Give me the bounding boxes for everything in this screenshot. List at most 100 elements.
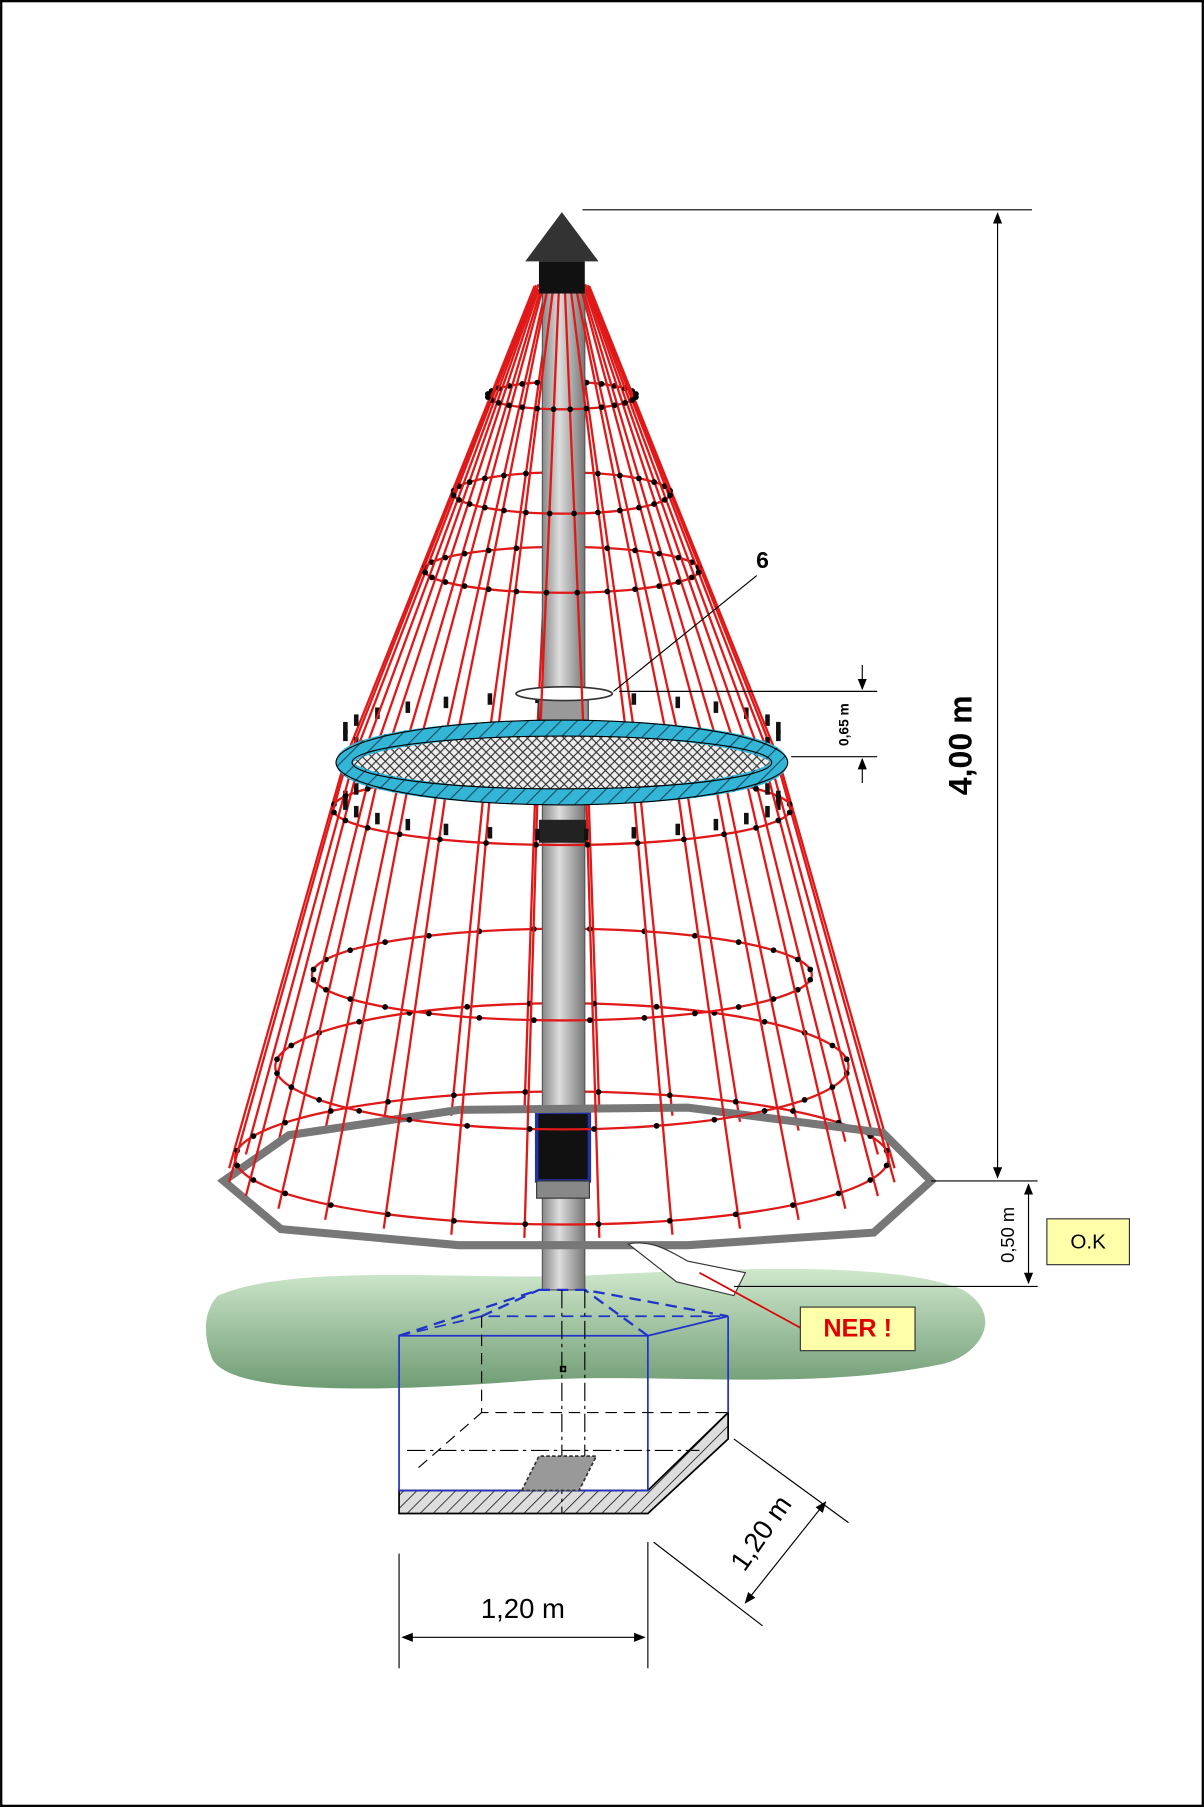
net-knot xyxy=(676,579,682,585)
net-knot xyxy=(574,590,580,596)
diagram: 6 0,65 m 4,00 m 0,50 m O.K NER ! 1,20 m … xyxy=(0,0,1204,1807)
net-knot xyxy=(476,1015,482,1021)
net-knot xyxy=(482,476,488,482)
net-knot xyxy=(584,406,590,412)
net-knot xyxy=(533,842,539,848)
net-knot xyxy=(456,497,462,503)
top-ring xyxy=(516,687,612,701)
net-knot xyxy=(595,471,601,477)
net-knot xyxy=(251,1177,257,1183)
net-rope xyxy=(408,283,543,738)
pole-clamp xyxy=(539,699,588,720)
net-knot xyxy=(501,473,507,479)
net-knot xyxy=(347,947,353,953)
net-knot xyxy=(733,1099,739,1105)
net-knot xyxy=(667,1092,673,1098)
frame xyxy=(1,1,1203,1806)
net-knot xyxy=(323,987,329,993)
net-knot xyxy=(733,1211,739,1217)
apex-cone xyxy=(525,212,598,261)
net-knot xyxy=(676,555,682,561)
net-knot xyxy=(311,977,317,983)
net-knot xyxy=(692,1011,698,1017)
net-knot xyxy=(347,996,353,1002)
net-knot xyxy=(328,1108,334,1114)
net-knot xyxy=(771,947,777,953)
net-knot xyxy=(506,402,512,408)
ok-label: O.K xyxy=(1070,1230,1106,1253)
net-knot xyxy=(519,381,525,387)
net-knot xyxy=(656,583,662,589)
net-knot xyxy=(382,939,388,945)
net-knot xyxy=(343,818,349,824)
apex-cap xyxy=(539,261,585,293)
net-knot xyxy=(867,1177,873,1183)
pole-clamp xyxy=(539,820,588,843)
net-knot xyxy=(365,825,371,831)
net-knot xyxy=(451,1218,457,1224)
net-knot xyxy=(451,492,457,498)
net-knot xyxy=(753,825,759,831)
net-knot xyxy=(636,505,642,511)
net-knot xyxy=(802,1097,808,1103)
net-rope xyxy=(446,291,547,792)
net-knot xyxy=(712,1117,718,1123)
net-knot xyxy=(662,497,668,503)
pole-base-clamp xyxy=(537,1112,590,1181)
net-knot xyxy=(762,1108,768,1114)
net-knot xyxy=(522,1221,528,1227)
net-knot xyxy=(519,404,525,410)
net-knot xyxy=(635,840,641,846)
net-rope xyxy=(746,781,845,1209)
net-knot xyxy=(721,831,727,837)
net-knot xyxy=(651,479,657,485)
net-knot xyxy=(547,511,553,517)
depth-label: 1,20 m xyxy=(724,1490,798,1577)
net-knot xyxy=(523,471,529,477)
net-knot xyxy=(485,394,491,400)
net-knot xyxy=(595,510,601,516)
width-label: 1,20 m xyxy=(481,1593,565,1624)
net-knot xyxy=(830,1043,836,1049)
net-knot xyxy=(534,380,540,386)
net-rope xyxy=(577,291,678,792)
net-knot xyxy=(443,555,449,561)
net-rope xyxy=(585,289,746,781)
net-knot xyxy=(651,501,657,507)
net-knot xyxy=(486,586,492,592)
net-knot xyxy=(567,406,573,412)
net-knot xyxy=(642,1015,648,1021)
net-knot xyxy=(632,548,638,554)
net-knot xyxy=(282,1120,288,1126)
net-knot xyxy=(654,1123,660,1129)
net-knot xyxy=(587,1017,593,1023)
net-knot xyxy=(311,967,317,973)
net-knot xyxy=(251,1133,257,1139)
callout-label: 6 xyxy=(756,547,769,573)
net-knot xyxy=(397,831,403,837)
net-knot xyxy=(787,810,793,816)
net-knot xyxy=(544,590,550,596)
net-knot xyxy=(551,406,557,412)
net-knot xyxy=(328,1202,334,1208)
net-knot xyxy=(527,1126,533,1132)
net-knot xyxy=(622,400,628,406)
net-knot xyxy=(496,400,502,406)
net-rope xyxy=(589,287,778,766)
net-knot xyxy=(585,842,591,848)
net-knot xyxy=(654,1004,660,1010)
net-knot xyxy=(807,967,813,973)
net-knot xyxy=(385,1211,391,1217)
net-knot xyxy=(604,545,610,551)
net-knot xyxy=(604,589,610,595)
net-knot xyxy=(534,406,540,412)
net-knot xyxy=(234,1163,240,1169)
net-knot xyxy=(462,551,468,557)
net-knot xyxy=(288,1084,294,1090)
net-knot xyxy=(483,840,489,846)
net-knot xyxy=(696,570,702,576)
net-knot xyxy=(790,1202,796,1208)
net-knot xyxy=(422,570,428,576)
net-knot xyxy=(316,1097,322,1103)
net-knot xyxy=(274,1071,280,1077)
